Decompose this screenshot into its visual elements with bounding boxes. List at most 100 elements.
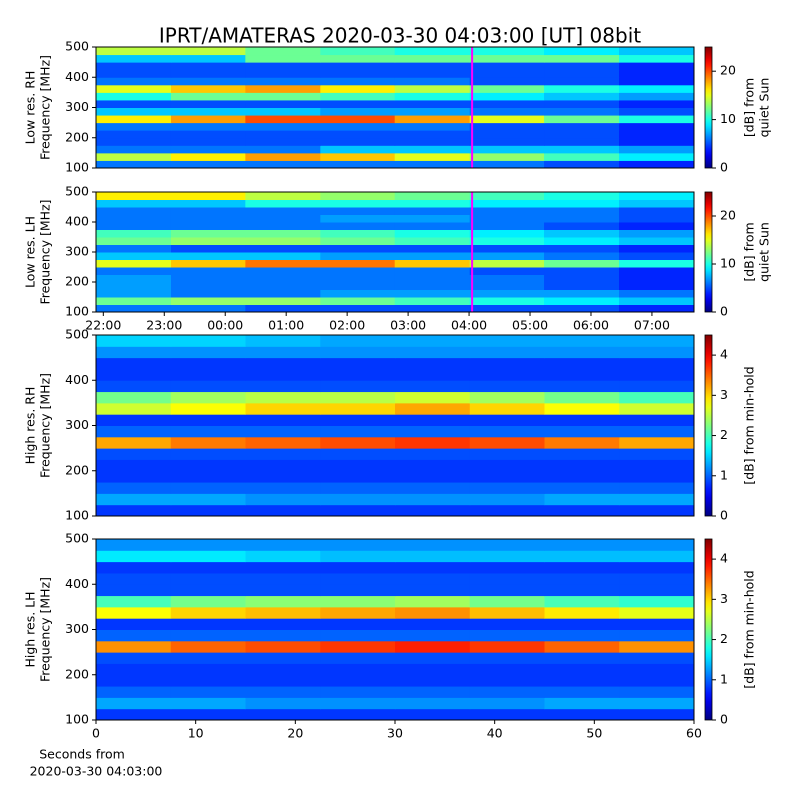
- spectrogram-cell: [96, 561, 172, 574]
- spectrogram-cell: [544, 252, 620, 260]
- spectrogram-cell: [619, 130, 695, 139]
- spectrogram-cell: [170, 595, 246, 608]
- spectrogram-cell: [619, 550, 695, 563]
- colorbar-label: quiet Sun: [757, 222, 772, 282]
- spectrogram-cell: [544, 237, 620, 245]
- spectrogram-cell: [320, 304, 396, 313]
- spectrogram-cell: [469, 402, 545, 415]
- spectrogram-cell: [619, 107, 695, 116]
- spectrogram-cell: [619, 629, 695, 642]
- x-tick-label: 40: [487, 726, 503, 741]
- spectrogram-cell: [96, 222, 172, 230]
- spectrogram-cell: [170, 674, 246, 687]
- spectrogram-cell: [245, 297, 321, 305]
- colorbar-label: [dB] from: [742, 222, 757, 281]
- spectrogram-cell: [245, 459, 321, 472]
- spectrogram-cell: [320, 222, 396, 230]
- spectrogram-cell: [619, 686, 695, 698]
- spectrogram-cell: [96, 244, 172, 253]
- spectrogram-cell: [96, 282, 172, 290]
- spectrogram-cell: [320, 214, 396, 223]
- spectrogram-cell: [245, 584, 321, 597]
- spectrogram-cell: [170, 192, 246, 200]
- spectrogram-cell: [619, 346, 695, 359]
- spectrogram-cell: [394, 107, 471, 116]
- spectrogram-cell: [170, 504, 246, 517]
- spectrogram-cell: [170, 493, 246, 506]
- spectrogram-cell: [469, 304, 545, 313]
- y-tick-label: 400: [65, 69, 89, 84]
- spectrogram-cell: [469, 674, 545, 687]
- spectrogram-cell: [320, 115, 396, 124]
- spectrogram-cell: [394, 199, 471, 208]
- spectrogram-cell: [96, 289, 172, 298]
- spectrogram-cell: [245, 69, 321, 78]
- y-tick-label: 200: [65, 462, 89, 477]
- spectrogram-cell: [394, 222, 471, 230]
- spectrogram-cell: [96, 304, 172, 313]
- spectrogram-cell: [170, 335, 246, 347]
- spectrogram-cell: [320, 145, 396, 154]
- spectrogram-cell: [320, 207, 396, 215]
- x-tick-label: 05:00: [512, 318, 548, 333]
- spectrogram-cell: [96, 145, 172, 154]
- spectrogram-cell: [395, 663, 471, 676]
- spectrogram-cell: [469, 137, 545, 146]
- colorbar-tick-label: 20: [720, 208, 736, 223]
- spectrogram-cell: [96, 54, 172, 63]
- spectrogram-cell: [96, 708, 172, 721]
- spectrogram-cell: [395, 504, 471, 517]
- spectrogram-cell: [395, 436, 471, 449]
- spectrogram-cell: [320, 674, 396, 687]
- spectrogram-cell: [170, 297, 246, 305]
- spectrogram-cell: [619, 252, 695, 260]
- y-tick-label: 300: [65, 621, 89, 636]
- spectrogram-cell: [320, 357, 396, 370]
- spectrogram-cell: [170, 380, 246, 393]
- spectrogram-cell: [320, 425, 396, 438]
- spectrogram-cell: [170, 482, 246, 494]
- spectrogram-cell: [245, 199, 321, 208]
- spectrogram-cell: [245, 595, 321, 608]
- spectrogram-cell: [395, 346, 471, 359]
- spectrogram-cell: [544, 304, 620, 313]
- spectrogram-cell: [544, 414, 620, 426]
- spectrogram-cell: [96, 107, 172, 116]
- spectrogram-cell: [469, 618, 545, 630]
- spectrogram-cell: [544, 482, 620, 494]
- spectrogram-cell: [395, 697, 471, 710]
- spectrogram-cell: [96, 663, 172, 676]
- spectrogram-cell: [395, 572, 471, 585]
- spectrogram-cell: [619, 237, 695, 245]
- spectrogram-cell: [96, 192, 172, 200]
- spectrogram-cell: [320, 663, 396, 676]
- spectrogram-cell: [619, 122, 695, 131]
- spectrogram-cell: [394, 152, 471, 161]
- spectrogram-cell: [394, 289, 471, 298]
- spectrogram-cell: [469, 122, 545, 131]
- spectrogram-cell: [394, 130, 471, 139]
- y-tick-label: 200: [65, 129, 89, 144]
- spectrogram-cell: [394, 304, 471, 313]
- spectrogram-cell: [245, 663, 321, 676]
- spectrogram-cell: [170, 572, 246, 585]
- spectrogram-cell: [320, 504, 396, 517]
- spectrogram-cell: [320, 402, 396, 415]
- spectrogram-cell: [245, 357, 321, 370]
- spectrogram-cell: [170, 629, 246, 642]
- colorbar-tick-label: 3: [720, 591, 728, 606]
- spectrogram-cell: [170, 152, 246, 161]
- spectrogram-cell: [245, 229, 321, 238]
- spectrogram-cell: [619, 160, 695, 169]
- spectrogram-cell: [469, 346, 545, 359]
- spectrogram-cell: [320, 289, 396, 298]
- spectrogram-cell: [170, 137, 246, 146]
- x-tick-label: 00:00: [207, 318, 243, 333]
- spectrogram-cell: [96, 152, 172, 161]
- spectrogram-cell: [544, 244, 620, 253]
- spectrogram-cell: [96, 137, 172, 146]
- spectrogram-cell: [170, 606, 246, 619]
- spectrogram-cell: [96, 640, 172, 653]
- spectrogram-cell: [395, 539, 471, 551]
- x-tick-label: 04:00: [451, 318, 487, 333]
